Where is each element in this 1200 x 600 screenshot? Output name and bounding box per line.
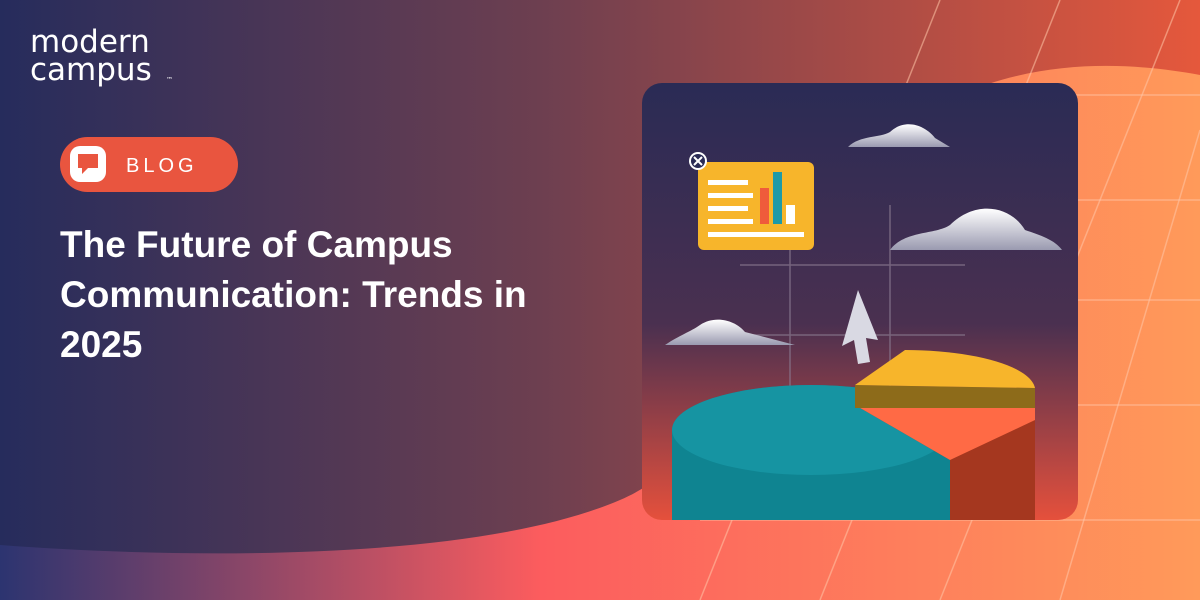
title-line: Communication: Trends in — [60, 274, 527, 315]
title-line: The Future of Campus — [60, 224, 453, 265]
title-line: 2025 — [60, 324, 142, 365]
badge-icon — [78, 154, 98, 174]
illustration — [642, 83, 1078, 520]
badge-label: BLOG — [126, 155, 198, 177]
logo-line: modern — [30, 24, 150, 60]
logo-line: campus — [30, 52, 152, 88]
logo-mark: ™ — [166, 76, 173, 84]
